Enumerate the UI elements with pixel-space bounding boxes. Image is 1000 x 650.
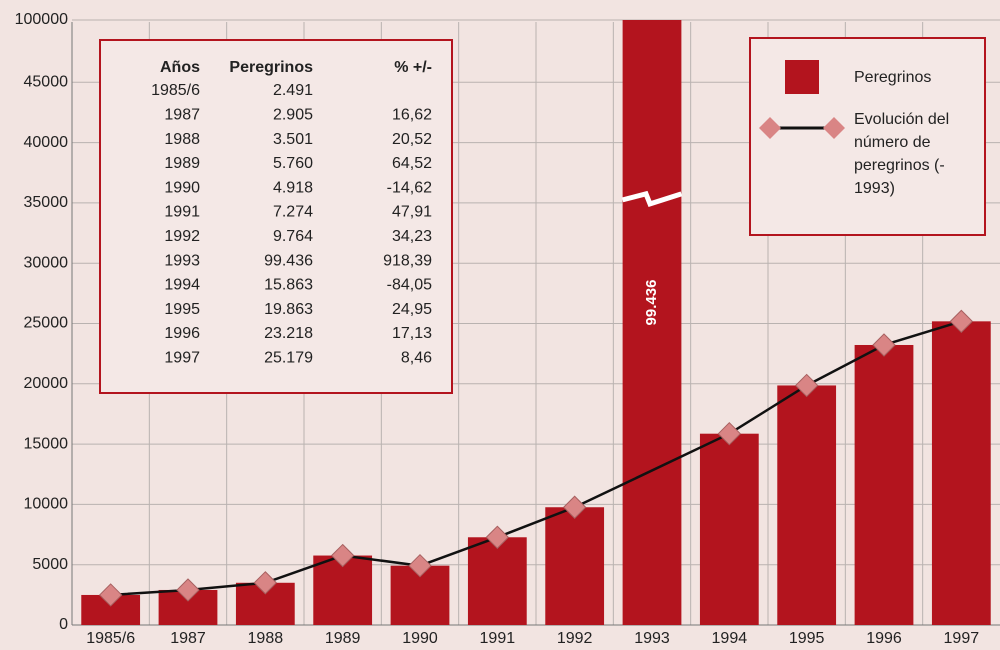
legend-label: Peregrinos xyxy=(854,69,932,86)
bar xyxy=(777,385,837,625)
table-header: Años xyxy=(160,59,200,76)
table-cell: 15.863 xyxy=(264,277,313,294)
table-cell: 1985/6 xyxy=(151,82,200,99)
y-tick-label: 35000 xyxy=(24,194,69,211)
x-tick-label: 1997 xyxy=(944,630,980,647)
table-cell: 64,52 xyxy=(392,155,432,172)
table-cell: 23.218 xyxy=(264,325,313,342)
x-tick-label: 1991 xyxy=(480,630,516,647)
bar xyxy=(854,344,914,625)
table-cell: 1995 xyxy=(164,301,200,318)
table-cell: 1993 xyxy=(164,252,200,269)
legend-label: Evolución del número de peregrinos (- 19… xyxy=(854,111,950,197)
legend-entry: Evolución del número de peregrinos (- 19… xyxy=(854,111,950,197)
x-tick-label: 1993 xyxy=(634,630,670,647)
line-marker xyxy=(253,571,278,595)
table-cell: 1994 xyxy=(164,277,200,294)
table-cell: -84,05 xyxy=(387,277,432,294)
x-tick-label: 1985/6 xyxy=(86,630,135,647)
line-marker xyxy=(176,578,200,602)
table-header: % +/- xyxy=(394,59,432,76)
legend-marker xyxy=(759,117,781,139)
line-marker xyxy=(98,583,123,607)
table-cell: 7.274 xyxy=(273,204,313,221)
y-tick-label: 10000 xyxy=(24,496,69,513)
line-marker xyxy=(562,495,587,519)
table-cell: 3.501 xyxy=(273,131,313,148)
x-tick-label: 1994 xyxy=(712,630,748,647)
y-tick-label: 30000 xyxy=(24,254,69,271)
bar xyxy=(699,433,759,625)
legend-marker xyxy=(823,117,845,139)
table-cell: 9.764 xyxy=(273,228,313,245)
table-cell: 1988 xyxy=(164,131,200,148)
bar xyxy=(931,321,991,625)
y-tick-label: 100000 xyxy=(15,11,68,28)
x-tick-label: 1990 xyxy=(402,630,438,647)
line-marker xyxy=(872,333,896,357)
table-cell: 8,46 xyxy=(401,350,432,367)
table-cell: 2.491 xyxy=(273,82,313,99)
bar-value-label: 99.436 xyxy=(643,280,660,326)
table-cell: 918,39 xyxy=(383,252,432,269)
axis-break xyxy=(621,190,683,207)
table-cell: 4.918 xyxy=(273,179,313,196)
table-cell: 1990 xyxy=(164,179,200,196)
y-tick-label: 5000 xyxy=(32,556,68,573)
table-cell: 25.179 xyxy=(264,350,313,367)
legend-entry: Peregrinos xyxy=(854,69,932,86)
line-marker xyxy=(485,525,510,549)
y-tick-label: 25000 xyxy=(24,315,69,332)
bar xyxy=(467,537,527,625)
table-cell: 24,95 xyxy=(392,301,432,318)
y-tick-label: 15000 xyxy=(24,435,69,452)
legend-swatch xyxy=(785,60,819,94)
table-cell: 1989 xyxy=(164,155,200,172)
table-cell: 1996 xyxy=(164,325,200,342)
x-tick-label: 1988 xyxy=(248,630,284,647)
line-marker xyxy=(794,373,819,398)
table-cell: 20,52 xyxy=(392,131,432,148)
bar xyxy=(545,507,605,625)
table-cell: 34,23 xyxy=(392,228,432,245)
x-tick-label: 1987 xyxy=(170,630,206,647)
table-cell: 19.863 xyxy=(264,301,313,318)
y-tick-label: 20000 xyxy=(24,375,69,392)
table-cell: 5.760 xyxy=(273,155,313,172)
y-tick-label: 40000 xyxy=(24,134,69,151)
table-cell: -14,62 xyxy=(387,179,432,196)
table-header: Peregrinos xyxy=(229,59,313,76)
table-cell: 1992 xyxy=(164,228,200,245)
table-box xyxy=(99,39,453,394)
x-tick-label: 1996 xyxy=(866,630,902,647)
table-cell: 1997 xyxy=(164,350,200,367)
line-marker xyxy=(717,421,742,446)
table-cell: 2.905 xyxy=(273,107,313,124)
table-cell: 16,62 xyxy=(392,107,432,124)
x-tick-label: 1992 xyxy=(557,630,593,647)
table-cell: 99.436 xyxy=(264,252,313,269)
x-tick-label: 1989 xyxy=(325,630,361,647)
bar xyxy=(622,20,682,625)
table-cell: 17,13 xyxy=(392,325,432,342)
line-marker xyxy=(408,553,432,578)
line-marker xyxy=(949,309,974,334)
line-marker xyxy=(330,543,355,568)
y-tick-label: 45000 xyxy=(24,74,69,91)
table-cell: 47,91 xyxy=(392,204,432,221)
table-cell: 1991 xyxy=(164,204,200,221)
x-tick-label: 1995 xyxy=(789,630,825,647)
y-tick-label: 0 xyxy=(59,616,68,633)
table-cell: 1987 xyxy=(164,107,200,124)
